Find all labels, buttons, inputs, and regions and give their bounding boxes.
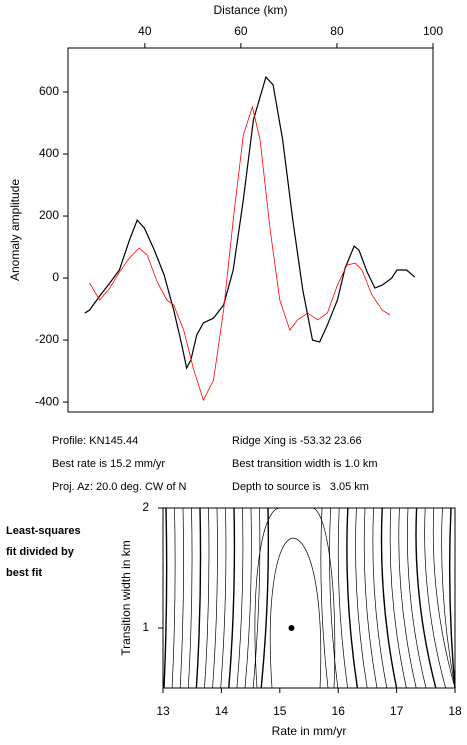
side-note: fit divided by [6, 546, 75, 558]
contours [163, 507, 456, 689]
contour-line [254, 507, 281, 689]
y-tick-label: 0 [52, 270, 59, 284]
x-axis-label: Distance (km) [213, 3, 287, 17]
contour-line [260, 507, 270, 689]
y-tick-label: 2 [142, 500, 149, 514]
contour-line [163, 507, 168, 689]
x-tick-label: 18 [448, 704, 462, 718]
contour-line [269, 537, 322, 689]
x-tick-label: 16 [332, 704, 346, 718]
contour-line [171, 507, 176, 689]
plot-frame [67, 47, 434, 413]
contour-line [389, 507, 407, 689]
side-note: best fit [6, 567, 42, 579]
contour-line [424, 507, 446, 689]
y-axis-label: Transition width in km [119, 540, 133, 656]
contour-line [320, 507, 329, 689]
contour-line [212, 507, 218, 689]
x-tick-label: 15 [273, 704, 287, 718]
y-tick-label: 1 [142, 620, 149, 634]
contour-line [355, 507, 368, 689]
x-axis-label: Rate in mm/yr [272, 724, 347, 738]
contour-line [187, 507, 193, 689]
info-text: Best transition width is 1.0 km [232, 458, 378, 470]
x-tick-label: 17 [390, 704, 404, 718]
x-tick-label: 100 [423, 24, 443, 38]
contour-line [252, 507, 261, 689]
contour-line [311, 507, 336, 689]
y-tick-label: -200 [35, 332, 59, 346]
y-tick-label: 600 [39, 84, 59, 98]
contour-line [407, 507, 427, 689]
contour-line [380, 507, 398, 689]
x-tick-label: 60 [234, 24, 248, 38]
y-tick-label: 400 [39, 146, 59, 160]
contour-line [398, 507, 417, 689]
x-tick-label: 80 [330, 24, 344, 38]
contour-line [244, 507, 252, 689]
y-tick-label: 200 [39, 208, 59, 222]
contour-line [448, 507, 456, 689]
anomaly-line [89, 105, 391, 402]
contour-line [363, 507, 378, 689]
y-axis-label: Anomaly amplitude [8, 179, 22, 281]
x-tick-label: 14 [215, 704, 229, 718]
info-text: Profile: KN145.44 [52, 435, 138, 447]
contour-line [432, 507, 456, 689]
info-text: Proj. Az: 20.0 deg. CW of N [52, 481, 187, 493]
contour-line [195, 507, 202, 689]
contour-line [228, 507, 236, 689]
x-tick-label: 40 [138, 24, 152, 38]
y-tick-label: -400 [35, 394, 59, 408]
contour-line [329, 507, 339, 689]
contour-line [415, 507, 437, 689]
side-note: Least-squares [6, 525, 81, 537]
info-text: Depth to source is 3.05 km [232, 481, 369, 493]
x-tick-label: 13 [156, 704, 170, 718]
contour-line [236, 507, 244, 689]
best-fit-point [288, 625, 295, 631]
info-text: Best rate is 15.2 mm/yr [52, 458, 165, 470]
info-text: Ridge Xing is -53.32 23.66 [232, 435, 362, 447]
contour-line [441, 507, 456, 689]
contour-line [179, 507, 184, 689]
contour-line [337, 507, 348, 689]
contour-line [220, 507, 227, 689]
anomaly-line [84, 75, 416, 370]
plot-frame [162, 507, 456, 689]
contour-line [204, 507, 210, 689]
contour-line [372, 507, 388, 689]
contour-line [346, 507, 359, 689]
